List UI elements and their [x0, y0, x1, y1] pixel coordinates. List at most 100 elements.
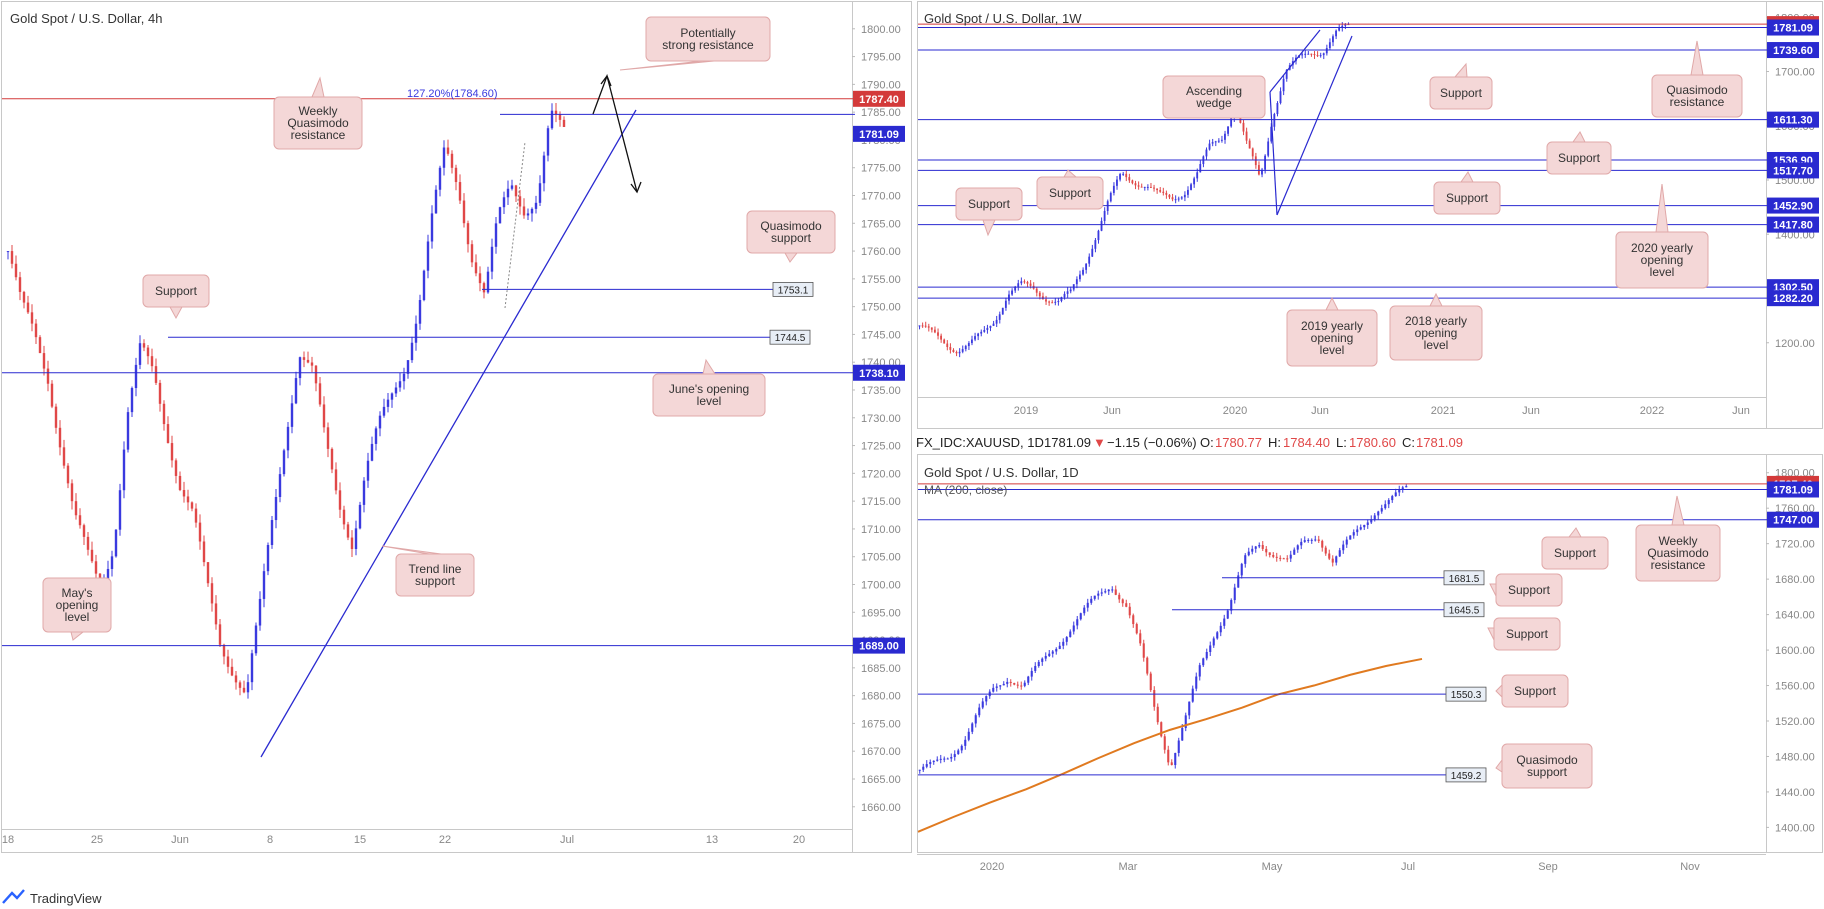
ohlc-h-label: H:	[1268, 435, 1281, 450]
ohlc-symbol: FX_IDC:XAUUSD, 1D	[916, 435, 1044, 450]
d1-candle-body	[1251, 548, 1254, 552]
h4-candle-body	[162, 403, 166, 425]
h4-candle-body	[338, 490, 342, 510]
w1-candle-body	[1316, 55, 1319, 57]
h4-candle-body	[470, 244, 474, 263]
h4-candle-body	[126, 412, 130, 450]
d1-candle-body	[936, 759, 939, 761]
d1-x-tick-label: Jul	[1401, 861, 1415, 873]
w1-candle-body	[1091, 248, 1094, 257]
w1-candle-body	[1131, 180, 1134, 184]
d1-candle-body	[1051, 651, 1054, 654]
h4-candle-body	[86, 536, 90, 550]
w1-candle-body	[1100, 220, 1103, 231]
h4-candle-body	[186, 496, 190, 503]
d1-candle-body	[1016, 684, 1019, 686]
w1-callout-box	[1429, 76, 1493, 110]
h4-candle-body	[6, 251, 10, 253]
d1-candle-body	[1394, 492, 1397, 497]
d1-callout-pointer	[1489, 583, 1497, 597]
d1-candle-body	[1009, 681, 1012, 683]
w1-candle-body	[1261, 169, 1263, 175]
w1-candle-body	[1038, 292, 1041, 297]
w1-candle-body	[918, 325, 921, 327]
w1-candle-body	[1245, 131, 1248, 141]
d1-candle-body	[1293, 549, 1296, 555]
h4-candle-body	[74, 501, 78, 516]
d1-candle-body	[1377, 511, 1380, 516]
w1-callout: Support	[1433, 171, 1501, 215]
h4-x-tick-label: 15	[354, 834, 366, 846]
w1-candle-body	[1116, 179, 1118, 186]
d1-title: Gold Spot / U.S. Dollar, 1D	[924, 465, 1079, 480]
h4-candle-body	[406, 360, 410, 374]
h4-levels: 1787.40 1781.09 1753.1 1744.5 1738.10 1689.00	[2, 90, 905, 654]
w1-candle-body	[1082, 269, 1084, 275]
d1-callout-box	[1495, 573, 1563, 607]
h4-candle-body	[510, 185, 514, 189]
w1-candle-body	[1112, 185, 1115, 193]
w1-title: Gold Spot / U.S. Dollar, 1W	[924, 11, 1082, 26]
d1-candle-body	[1006, 681, 1009, 684]
h4-candle-body	[106, 568, 110, 580]
ohlc-change: −1.15 (−0.06%)	[1107, 435, 1197, 450]
d1-y-tick-label: 1560.00	[1775, 681, 1815, 693]
h4-candle-body	[382, 406, 386, 416]
h4-candle-body	[294, 378, 298, 404]
d1-candle-body	[1335, 556, 1338, 563]
w1-candle-body	[1128, 177, 1131, 181]
d1-callout-text: Weekly	[1658, 534, 1697, 548]
w1-candle-body	[927, 326, 930, 328]
h4-candle-body	[14, 263, 18, 278]
h4-callout-text: June's opening	[669, 382, 749, 396]
d1-candle-body	[1093, 595, 1096, 599]
d1-candle-body	[1405, 486, 1408, 488]
h4-candle-body	[418, 300, 422, 324]
ohlc-down-arrow: ▼	[1093, 435, 1106, 450]
d1-callout: Support	[1541, 527, 1609, 570]
d1-candle-body	[1310, 539, 1313, 541]
d1-candle-body	[974, 715, 977, 724]
d1-candle-body	[1188, 701, 1191, 716]
h4-candle-body	[286, 426, 290, 451]
h4-candle-body	[374, 428, 378, 444]
d1-candle-body	[1002, 683, 1005, 686]
d1-candle-body	[999, 685, 1002, 687]
w1-callout-box	[1036, 176, 1104, 210]
w1-x-tick-label: 2020	[1223, 405, 1247, 417]
d1-time-scale: 2020 Mar May Jul Sep Nov	[980, 861, 1701, 873]
h4-callout-box	[746, 210, 836, 254]
tradingview-logo[interactable]: TradingView	[2, 889, 102, 906]
w1-y-tick-label: 1200.00	[1775, 338, 1815, 350]
d1-y-tick-label: 1640.00	[1775, 610, 1815, 622]
d1-callout-text: Support	[1506, 627, 1549, 641]
h4-candle-body	[262, 571, 266, 599]
h4-x-tick-label: 22	[439, 834, 451, 846]
w1-candle-body	[1254, 156, 1257, 166]
d1-candle-body	[1184, 715, 1187, 729]
d1-candle-body	[1198, 665, 1201, 677]
d1-candle-body	[1195, 676, 1198, 689]
d1-callout: Support	[1487, 617, 1561, 651]
d1-ref-tag	[1445, 686, 1487, 702]
h4-candle-body	[290, 403, 294, 427]
h4-callout-box	[395, 553, 475, 597]
h4-y-tick-label: 1700.00	[861, 579, 901, 591]
w1-y-tick-label: 1700.00	[1775, 67, 1815, 79]
d1-candle-body	[1132, 615, 1135, 625]
h4-candle-body	[422, 270, 426, 301]
w1-candle-body	[1035, 288, 1038, 293]
h4-level-tag	[853, 637, 905, 654]
d1-candle-body	[1244, 555, 1247, 564]
h4-candle-body	[390, 393, 394, 400]
w1-time-scale: 2019 Jun 2020 Jun 2021 Jun 2022 Jun	[1014, 405, 1750, 417]
h4-y-tick-label: 1755.00	[861, 274, 901, 286]
d1-candle-body	[1079, 613, 1082, 620]
h4-y-tick-label: 1735.00	[861, 385, 901, 397]
d1-candle-body	[946, 758, 949, 760]
d1-candle-body	[1044, 655, 1047, 659]
h4-trendline	[260, 109, 637, 758]
